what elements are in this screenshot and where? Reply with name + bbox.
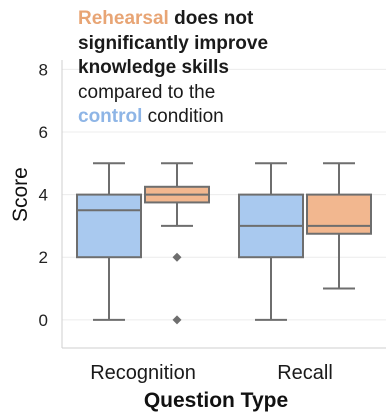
y-tick-label: 6 xyxy=(39,123,48,142)
title-line-3: knowledge skills xyxy=(78,57,229,78)
y-tick-label: 0 xyxy=(39,311,48,330)
x-tick-label: Recognition xyxy=(90,362,196,384)
box xyxy=(306,193,372,235)
y-tick-label: 8 xyxy=(39,60,48,79)
outlier-point xyxy=(172,252,182,262)
title-highlight-rehearsal: Rehearsal xyxy=(78,8,169,29)
title-line-1: Rehearsal does not xyxy=(78,7,378,32)
outlier-point xyxy=(172,315,182,325)
chart-title: Rehearsal does not significantly improve… xyxy=(78,7,378,130)
axes xyxy=(61,60,386,349)
title-highlight-control: control xyxy=(78,106,143,127)
y-tick-label: 2 xyxy=(39,248,48,267)
box xyxy=(76,193,142,259)
title-line-4: compared to the xyxy=(78,81,216,103)
labels: 0 2 4 6 8 Recognition Recall Question Type Score xyxy=(9,60,333,412)
x-axis-title: Question Type xyxy=(144,389,288,412)
y-axis-title: Score xyxy=(9,167,32,222)
x-tick-label: Recall xyxy=(277,362,333,384)
title-line-2: significantly improve xyxy=(78,32,269,54)
title-line-1-rest: does not xyxy=(168,8,254,29)
y-tick-label: 4 xyxy=(39,186,48,205)
title-line-5-rest: condition xyxy=(142,106,224,127)
title-line-5: control condition xyxy=(78,105,378,130)
boxes xyxy=(76,162,372,325)
